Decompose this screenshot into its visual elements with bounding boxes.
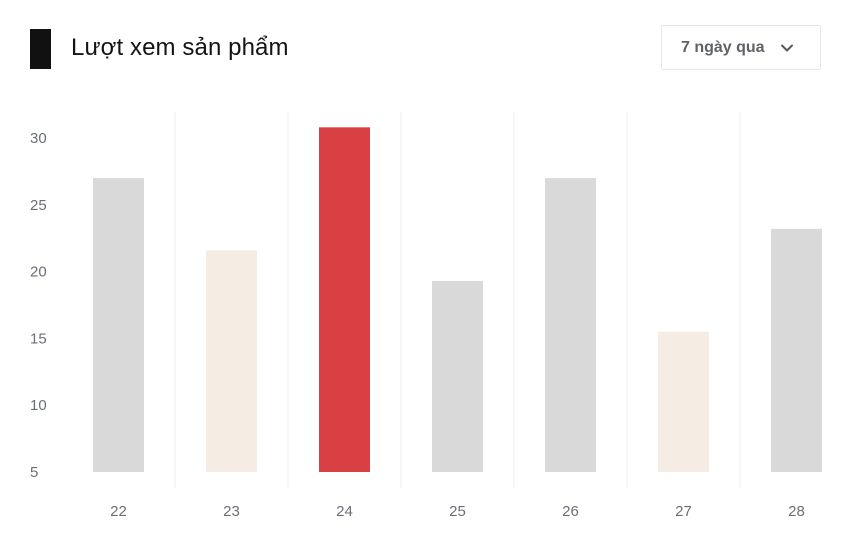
x-tick-label: 28 (788, 503, 805, 520)
bar-24 (319, 127, 370, 472)
bar-22 (93, 178, 144, 472)
x-tick-label: 27 (675, 503, 692, 520)
y-tick-label: 10 (30, 397, 47, 414)
chevron-down-icon (780, 44, 793, 51)
x-tick-label: 23 (223, 503, 240, 520)
x-tick-label: 22 (110, 503, 127, 520)
bar-27 (658, 331, 709, 472)
bar-28 (771, 228, 822, 472)
bar-26 (545, 178, 596, 472)
header-accent-bar (30, 29, 51, 69)
x-tick-label: 24 (336, 503, 353, 520)
y-tick-label: 15 (30, 330, 47, 347)
chart-title: Lượt xem sản phẩm (71, 34, 289, 61)
y-tick-label: 25 (30, 197, 47, 214)
bar-23 (206, 250, 257, 472)
x-tick-label: 25 (449, 503, 466, 520)
y-tick-label: 5 (30, 464, 38, 481)
bar-25 (432, 280, 483, 472)
x-tick-label: 26 (562, 503, 579, 520)
date-range-label: 7 ngày qua (681, 38, 765, 56)
y-tick-label: 30 (30, 130, 47, 147)
date-range-select[interactable]: 7 ngày qua (661, 25, 821, 70)
y-tick-label: 20 (30, 264, 47, 281)
